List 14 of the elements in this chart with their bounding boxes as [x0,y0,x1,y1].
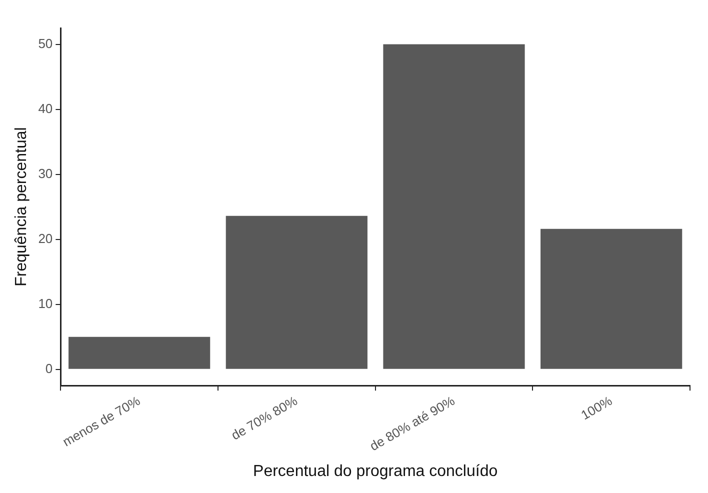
y-tick-label: 50 [38,36,53,51]
y-tick-label: 30 [38,166,53,181]
y-tick-label: 40 [38,100,53,116]
bar [68,336,210,369]
bar [540,228,682,369]
x-tick-label: de 80% até 90% [367,392,458,454]
bar [383,44,525,369]
x-axis-title: Percentual do programa concluído [253,462,498,480]
y-tick-label: 10 [38,296,53,311]
x-tick-label: de 70% 80% [228,392,300,443]
y-tick-label: 20 [38,230,53,246]
y-tick-label: 0 [45,360,53,376]
y-axis-title: Frequência percentual [13,127,30,286]
bar [226,216,368,369]
